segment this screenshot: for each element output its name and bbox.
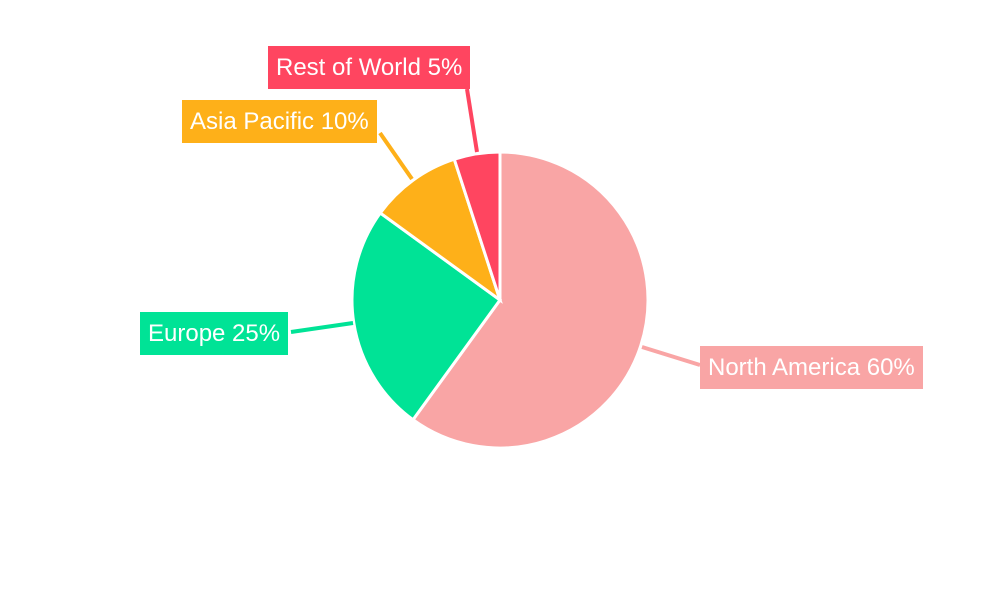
- slice-asia-pacific[interactable]: [378, 157, 503, 304]
- slice-north-america[interactable]: [410, 150, 650, 450]
- label-north-america: North America 60%: [700, 346, 923, 389]
- leader-line: [465, 88, 479, 153]
- leader-line: [290, 321, 354, 334]
- leader-line: [378, 131, 414, 181]
- slice-europe[interactable]: [350, 210, 503, 422]
- label-rest-of-world: Rest of World 5%: [268, 46, 471, 89]
- leader-line: [641, 345, 701, 367]
- label-europe: Europe 25%: [140, 312, 289, 355]
- label-asia-pacific: Asia Pacific 10%: [182, 100, 377, 143]
- slice-rest-of-world[interactable]: [452, 150, 502, 301]
